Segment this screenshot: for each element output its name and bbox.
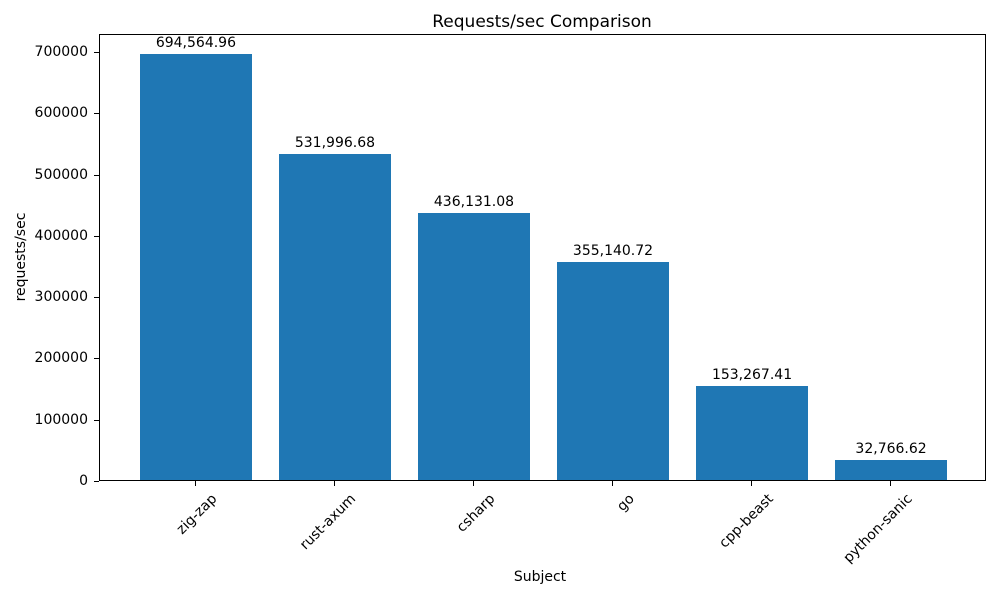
x-tick-label: cpp-beast — [715, 491, 777, 552]
x-tick-mark — [751, 481, 753, 486]
y-tick-mark — [94, 297, 99, 299]
bar-zig-zap — [140, 54, 252, 480]
x-tick-mark — [472, 481, 474, 486]
y-tick-mark — [94, 481, 99, 482]
x-tick-mark — [333, 481, 335, 486]
bar-value-label: 32,766.62 — [855, 440, 927, 457]
bar-go — [557, 262, 669, 480]
y-tick-mark — [94, 51, 99, 53]
x-tick-label: csharp — [453, 491, 499, 536]
bar-value-label: 153,267.41 — [711, 367, 793, 384]
y-tick-mark — [94, 174, 99, 176]
bar-value-label: 355,140.72 — [572, 243, 654, 260]
y-axis-label: requests/sec — [13, 212, 29, 302]
bar-value-label: 694,564.96 — [155, 35, 237, 52]
x-tick-mark — [612, 481, 613, 486]
x-tick-label: go — [613, 491, 638, 515]
bar-csharp — [418, 212, 530, 480]
bar-value-label: 531,996.68 — [294, 134, 376, 151]
y-tick-label: 300000 — [34, 289, 88, 306]
bar-cpp-beast — [696, 386, 808, 480]
y-tick-label: 0 — [79, 473, 88, 489]
chart-title: Requests/sec Comparison — [432, 12, 652, 32]
y-tick-label: 400000 — [34, 227, 88, 244]
y-tick-mark — [94, 358, 99, 360]
y-tick-label: 500000 — [34, 166, 88, 183]
x-tick-label: zig-zap — [173, 491, 221, 538]
y-tick-label: 200000 — [34, 350, 88, 367]
y-tick-label: 100000 — [34, 411, 88, 428]
plot-area: 694,564.96 531,996.68 436,131.08 355,140.72… — [99, 34, 986, 481]
x-axis-label: Subject — [513, 569, 567, 585]
bar-value-label: 436,131.08 — [433, 193, 515, 210]
y-tick-mark — [94, 419, 99, 421]
y-tick-mark — [94, 113, 99, 115]
x-tick-label: python-sanic — [840, 491, 916, 567]
y-tick-label: 600000 — [34, 105, 88, 122]
y-tick-label: 700000 — [34, 43, 88, 60]
bar-rust-axum — [279, 153, 391, 480]
y-tick-mark — [94, 235, 99, 237]
x-tick-label: rust-axum — [297, 491, 360, 554]
x-tick-mark — [890, 481, 892, 486]
x-tick-mark — [194, 481, 196, 486]
bar-python-sanic — [835, 459, 947, 480]
